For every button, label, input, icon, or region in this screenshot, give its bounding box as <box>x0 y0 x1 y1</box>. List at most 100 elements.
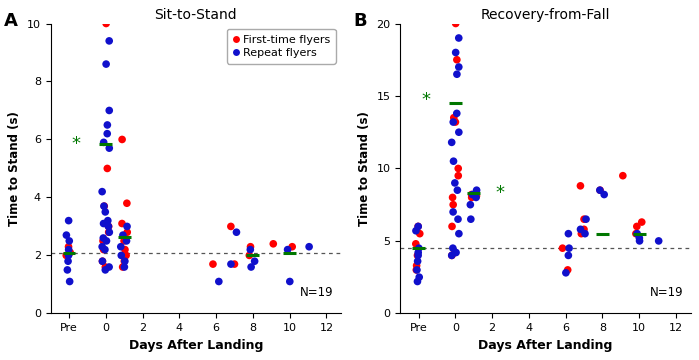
Point <box>117 136 128 142</box>
Point <box>62 267 73 273</box>
Point <box>96 189 108 194</box>
Point <box>412 249 424 255</box>
Point <box>413 245 424 251</box>
Point <box>229 261 240 267</box>
Point <box>103 224 114 229</box>
Point <box>412 252 423 258</box>
Point <box>99 203 110 209</box>
Point <box>115 252 127 258</box>
Point <box>452 187 463 193</box>
Point <box>446 252 457 258</box>
Point <box>117 232 129 238</box>
Point <box>268 241 279 247</box>
Point <box>103 229 115 235</box>
Point <box>563 245 575 251</box>
Point <box>447 119 459 125</box>
Point <box>121 238 132 244</box>
Point <box>451 111 462 116</box>
Point <box>466 216 477 222</box>
Point <box>411 263 422 269</box>
Point <box>103 38 115 44</box>
Point <box>447 194 458 200</box>
Point <box>410 241 421 247</box>
Point <box>412 252 424 258</box>
Point <box>453 231 464 237</box>
Point <box>410 228 421 234</box>
Point <box>467 192 478 197</box>
Point <box>118 238 129 244</box>
Point <box>102 122 113 128</box>
Point <box>450 249 461 255</box>
Text: *: * <box>496 184 505 202</box>
Point <box>471 193 482 199</box>
Point <box>576 231 587 237</box>
Point <box>100 267 111 273</box>
Point <box>450 50 461 55</box>
Point <box>97 258 108 264</box>
Title: Recovery-from-Fall: Recovery-from-Fall <box>481 8 610 22</box>
Point <box>412 224 424 229</box>
Point <box>634 235 645 241</box>
Point <box>557 245 568 251</box>
Point <box>412 258 423 264</box>
Point <box>412 279 423 284</box>
Point <box>447 245 459 251</box>
Text: *: * <box>421 91 431 109</box>
Point <box>594 187 605 193</box>
Point <box>98 221 109 226</box>
Point <box>64 238 75 244</box>
Point <box>61 252 72 258</box>
Point <box>412 224 424 229</box>
Point <box>101 238 112 244</box>
Point <box>225 261 236 267</box>
Point <box>117 264 128 270</box>
Point <box>466 194 477 200</box>
Y-axis label: Time to Stand (s): Time to Stand (s) <box>358 111 370 226</box>
Point <box>122 229 133 235</box>
Point <box>575 183 586 189</box>
Point <box>103 229 114 235</box>
Point <box>579 231 591 237</box>
Point <box>64 279 75 284</box>
Point <box>287 244 298 249</box>
Point <box>630 231 642 237</box>
Point <box>631 224 642 229</box>
Point <box>102 166 113 171</box>
Point <box>465 202 476 208</box>
Point <box>563 231 574 237</box>
X-axis label: Days After Landing: Days After Landing <box>478 339 612 352</box>
Point <box>103 108 115 113</box>
Point <box>120 258 131 264</box>
Point <box>414 274 425 280</box>
Point <box>100 221 111 226</box>
Point <box>122 224 133 229</box>
Point <box>303 244 315 249</box>
Point <box>99 203 110 209</box>
Point <box>284 279 296 284</box>
Point <box>100 264 111 270</box>
Legend: First-time flyers, Repeat flyers: First-time flyers, Repeat flyers <box>227 29 336 63</box>
Point <box>452 216 463 222</box>
Point <box>453 166 464 171</box>
Point <box>99 247 110 252</box>
Point <box>245 244 256 249</box>
X-axis label: Days After Landing: Days After Landing <box>129 339 263 352</box>
Point <box>575 226 586 232</box>
Point <box>117 221 128 226</box>
Point <box>446 139 457 145</box>
Point <box>120 247 131 252</box>
Point <box>449 249 461 255</box>
Text: N=19: N=19 <box>300 286 333 299</box>
Point <box>617 173 628 179</box>
Point <box>594 187 605 193</box>
Point <box>447 202 459 208</box>
Point <box>245 247 256 252</box>
Point <box>213 279 224 284</box>
Point <box>634 238 645 244</box>
Point <box>102 218 113 224</box>
Point <box>225 224 236 229</box>
Point <box>449 180 461 186</box>
Point <box>452 71 463 77</box>
Point <box>598 192 610 197</box>
Point <box>632 231 643 237</box>
